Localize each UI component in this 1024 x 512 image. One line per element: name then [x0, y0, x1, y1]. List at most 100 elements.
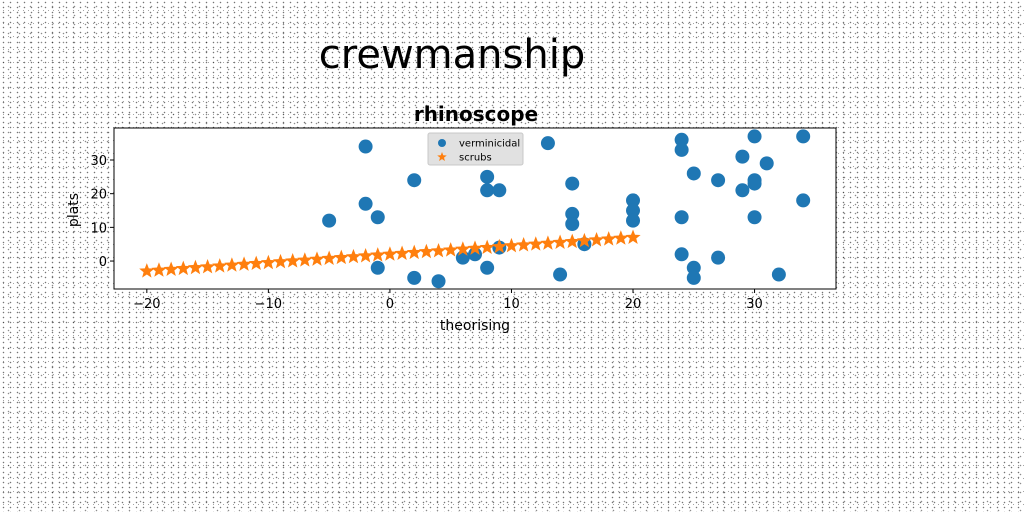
data-point — [407, 270, 422, 285]
data-point — [455, 241, 471, 256]
data-point — [747, 129, 762, 144]
data-point — [321, 250, 337, 265]
y-tick-label: 20 — [90, 188, 107, 203]
x-tick-label: 20 — [625, 297, 642, 312]
data-point — [553, 267, 568, 282]
x-tick-label: 10 — [503, 297, 520, 312]
data-point — [711, 250, 726, 265]
data-point — [565, 206, 580, 221]
data-point — [674, 210, 689, 225]
data-point — [443, 242, 459, 257]
legend-label: scrubs — [459, 153, 492, 164]
data-point — [406, 244, 422, 260]
data-point — [212, 258, 228, 273]
x-tick-label: 30 — [746, 297, 763, 312]
x-tick-label: 0 — [386, 297, 394, 312]
data-point — [322, 213, 337, 228]
x-tick-label: −10 — [255, 297, 282, 312]
data-point — [796, 129, 811, 144]
data-point — [382, 246, 398, 261]
data-point — [370, 210, 385, 225]
data-point — [759, 156, 774, 171]
data-point — [747, 176, 762, 191]
data-point — [613, 230, 629, 245]
data-point — [199, 258, 216, 274]
data-point — [588, 231, 605, 247]
data-point — [309, 251, 325, 266]
legend-marker — [438, 139, 446, 147]
data-point — [492, 183, 507, 198]
data-point — [431, 274, 446, 289]
data-point — [565, 176, 580, 191]
data-point — [796, 193, 811, 208]
data-point — [370, 247, 386, 262]
data-point — [358, 196, 373, 211]
data-point — [151, 262, 167, 277]
data-point — [260, 254, 276, 270]
data-point — [735, 149, 750, 164]
data-point — [248, 255, 264, 271]
data-point — [747, 210, 762, 225]
data-point — [345, 248, 362, 264]
data-point — [626, 203, 641, 218]
x-tick-label: −20 — [133, 297, 160, 312]
data-point — [163, 261, 179, 276]
data-point — [735, 183, 750, 198]
data-series — [139, 129, 811, 289]
data-point — [674, 132, 689, 147]
legend-marker — [437, 152, 447, 162]
data-point — [686, 270, 701, 285]
data-point — [272, 253, 289, 269]
data-point — [528, 236, 544, 251]
data-point — [139, 263, 155, 278]
data-point — [711, 173, 726, 188]
y-tick-label: 0 — [99, 255, 107, 270]
y-tick-label: 30 — [90, 154, 107, 169]
data-point — [455, 250, 470, 265]
data-point — [516, 237, 532, 252]
data-point — [224, 257, 240, 272]
data-point — [467, 240, 483, 255]
data-point — [686, 166, 701, 181]
data-point — [358, 247, 374, 263]
data-point — [564, 233, 580, 249]
data-point — [297, 252, 313, 267]
figure-title: crewmanship — [319, 32, 585, 78]
data-point — [565, 216, 580, 231]
x-axis-label: theorising — [440, 318, 510, 334]
data-point — [686, 260, 701, 275]
data-point — [491, 238, 507, 254]
data-point — [552, 234, 568, 249]
data-point — [626, 193, 641, 208]
data-point — [370, 260, 385, 275]
data-point — [540, 235, 556, 250]
data-point — [430, 242, 447, 258]
series-scrubs — [139, 229, 641, 278]
data-point — [236, 256, 252, 271]
data-point — [480, 169, 495, 184]
data-point — [576, 232, 592, 248]
data-point — [333, 249, 349, 265]
y-axis-label: plats — [66, 193, 82, 227]
data-point — [479, 239, 495, 255]
data-point — [674, 247, 689, 262]
legend: verminicidal scrubs — [427, 132, 524, 166]
legend-box — [427, 132, 524, 166]
data-point — [285, 253, 301, 268]
data-point — [540, 136, 555, 151]
data-point — [407, 173, 422, 188]
data-point — [625, 229, 641, 244]
data-point — [771, 267, 786, 282]
data-point — [175, 260, 191, 276]
data-point — [626, 213, 641, 228]
data-point — [358, 139, 373, 154]
data-point — [480, 260, 495, 275]
data-point — [480, 183, 495, 198]
data-point — [187, 259, 204, 275]
data-point — [394, 245, 410, 260]
y-axis-ticks: 0 10 20 30 — [90, 154, 114, 270]
legend-label: verminicidal — [459, 139, 520, 150]
data-point — [674, 142, 689, 157]
data-point — [601, 231, 617, 246]
